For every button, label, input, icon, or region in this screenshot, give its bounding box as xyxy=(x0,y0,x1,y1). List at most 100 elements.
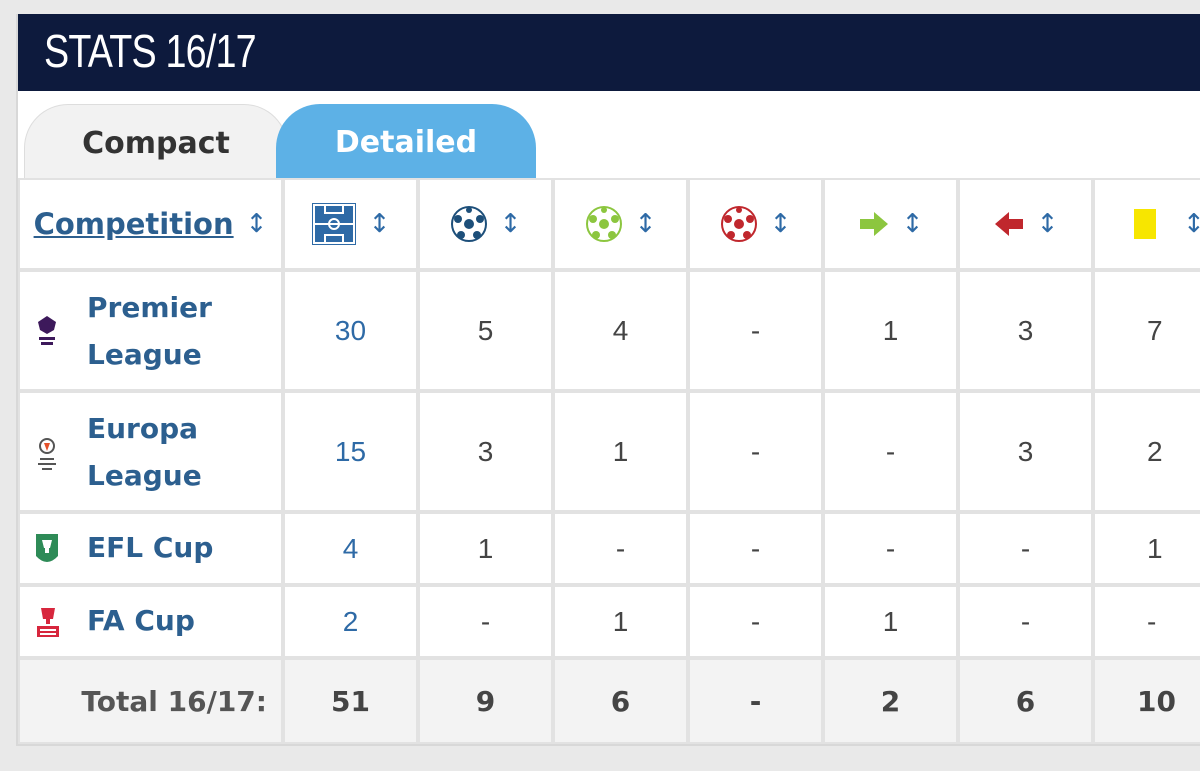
table-cell: - xyxy=(825,514,956,583)
table-cell: 3 xyxy=(960,272,1091,389)
table-cell: - xyxy=(1095,587,1200,656)
total-cell: 6 xyxy=(960,660,1091,742)
total-cell: - xyxy=(690,660,821,742)
col-header-assists[interactable]: ↕ xyxy=(555,180,686,268)
sort-icon[interactable]: ↕ xyxy=(1183,209,1200,239)
stat-value: 1 xyxy=(477,532,494,564)
table-cell: - xyxy=(555,514,686,583)
competition-link[interactable]: Europa League xyxy=(87,412,202,492)
table-cell[interactable]: 15 xyxy=(285,393,416,510)
stat-value: 1 xyxy=(882,314,899,346)
competition-link[interactable]: EFL Cup xyxy=(87,531,214,564)
stat-value: 1 xyxy=(882,605,899,637)
stat-value: 2 xyxy=(1147,435,1163,467)
competition-cell-efl-cup: EFL Cup xyxy=(20,514,281,583)
stat-value: 1 xyxy=(612,435,629,467)
table-cell: 2 xyxy=(1095,393,1200,510)
stats-header: STATS 16/17 xyxy=(18,14,1200,91)
competition-sort-link[interactable]: Competition xyxy=(33,207,234,241)
table-cell: - xyxy=(690,514,821,583)
table-cell: 3 xyxy=(420,393,551,510)
appearances-link[interactable]: 30 xyxy=(334,314,367,346)
col-header-subbed-off[interactable]: ↕ xyxy=(960,180,1091,268)
stat-value: 1 xyxy=(1147,532,1163,564)
stat-value: - xyxy=(1020,605,1031,637)
pitch-icon xyxy=(311,203,356,245)
stat-value: 3 xyxy=(1017,314,1034,346)
total-label: Total 16/17: xyxy=(20,660,281,742)
stat-value: - xyxy=(480,605,491,637)
total-cell: 6 xyxy=(555,660,686,742)
stat-value: 5 xyxy=(477,314,494,346)
col-header-appearances[interactable]: ↕ xyxy=(285,180,416,268)
table-cell: 1 xyxy=(420,514,551,583)
total-value: 2 xyxy=(880,684,901,718)
table-cell: - xyxy=(960,514,1091,583)
premier-league-logo xyxy=(34,314,60,345)
competition-header[interactable]: Competition ↕ xyxy=(20,180,281,268)
stats-table: Competition ↕ ↕ xyxy=(18,178,1200,744)
view-tabs: Compact Detailed xyxy=(18,104,1200,181)
competition-link[interactable]: Premier League xyxy=(87,291,212,371)
total-value: 6 xyxy=(1015,684,1036,718)
table-cell: - xyxy=(690,587,821,656)
stat-value: - xyxy=(750,605,761,637)
appearances-link[interactable]: 4 xyxy=(342,532,359,564)
stat-value: - xyxy=(750,314,761,346)
europa-league-logo xyxy=(34,435,60,470)
table-cell[interactable]: 4 xyxy=(285,514,416,583)
total-cell: 2 xyxy=(825,660,956,742)
stat-value: 1 xyxy=(612,605,629,637)
appearances-link[interactable]: 15 xyxy=(334,435,367,467)
stat-value: - xyxy=(1020,532,1031,564)
table-cell: 1 xyxy=(1095,514,1200,583)
total-value: 51 xyxy=(331,684,370,718)
stat-value: - xyxy=(615,532,626,564)
competition-cell-europa-league: Europa League xyxy=(20,393,281,510)
stat-value: - xyxy=(885,532,896,564)
stat-value: - xyxy=(1147,605,1157,637)
total-value: 6 xyxy=(610,684,631,718)
stat-value: - xyxy=(750,532,761,564)
stat-value: 3 xyxy=(477,435,494,467)
table-cell: - xyxy=(690,272,821,389)
sort-icon[interactable]: ↕ xyxy=(368,209,391,239)
table-cell: 5 xyxy=(420,272,551,389)
efl-cup-logo xyxy=(34,532,60,562)
ball-green-icon xyxy=(585,206,622,242)
tab-compact[interactable]: Compact xyxy=(24,104,288,181)
sort-icon[interactable]: ↕ xyxy=(769,209,792,239)
sort-icon[interactable]: ↕ xyxy=(634,209,657,239)
col-header-subbed-on[interactable]: ↕ xyxy=(825,180,956,268)
table-cell: 1 xyxy=(825,272,956,389)
sort-icon[interactable]: ↕ xyxy=(1036,209,1059,239)
table-cell[interactable]: 30 xyxy=(285,272,416,389)
competition-cell-fa-cup: FA Cup xyxy=(20,587,281,656)
arrow-left-red-icon xyxy=(994,212,1023,236)
table-cell: 1 xyxy=(555,587,686,656)
table-cell: - xyxy=(420,587,551,656)
total-value: 10 xyxy=(1137,684,1176,718)
table-cell: - xyxy=(825,393,956,510)
tab-detailed[interactable]: Detailed xyxy=(276,104,536,180)
stat-value: - xyxy=(885,435,896,467)
col-header-yellow-cards[interactable]: ↕ xyxy=(1095,180,1200,268)
col-header-own-goals[interactable]: ↕ xyxy=(690,180,821,268)
total-value: - xyxy=(749,684,762,718)
total-value: 9 xyxy=(475,684,496,718)
competition-link[interactable]: FA Cup xyxy=(87,604,195,637)
table-cell[interactable]: 2 xyxy=(285,587,416,656)
yellow-card-icon xyxy=(1134,209,1156,239)
arrow-right-green-icon xyxy=(859,212,888,236)
sort-icon[interactable]: ↕ xyxy=(499,209,522,239)
stat-value: - xyxy=(750,435,761,467)
page-title: STATS 16/17 xyxy=(44,25,257,77)
ball-blue-icon xyxy=(450,206,487,242)
appearances-link[interactable]: 2 xyxy=(342,605,359,637)
stats-card: STATS 16/17 Compact Detailed Competition… xyxy=(16,14,1200,746)
col-header-goals[interactable]: ↕ xyxy=(420,180,551,268)
sort-icon[interactable]: ↕ xyxy=(901,209,924,239)
stat-value: 3 xyxy=(1017,435,1034,467)
stat-value: 7 xyxy=(1147,314,1163,346)
sort-icon[interactable]: ↕ xyxy=(245,209,268,239)
